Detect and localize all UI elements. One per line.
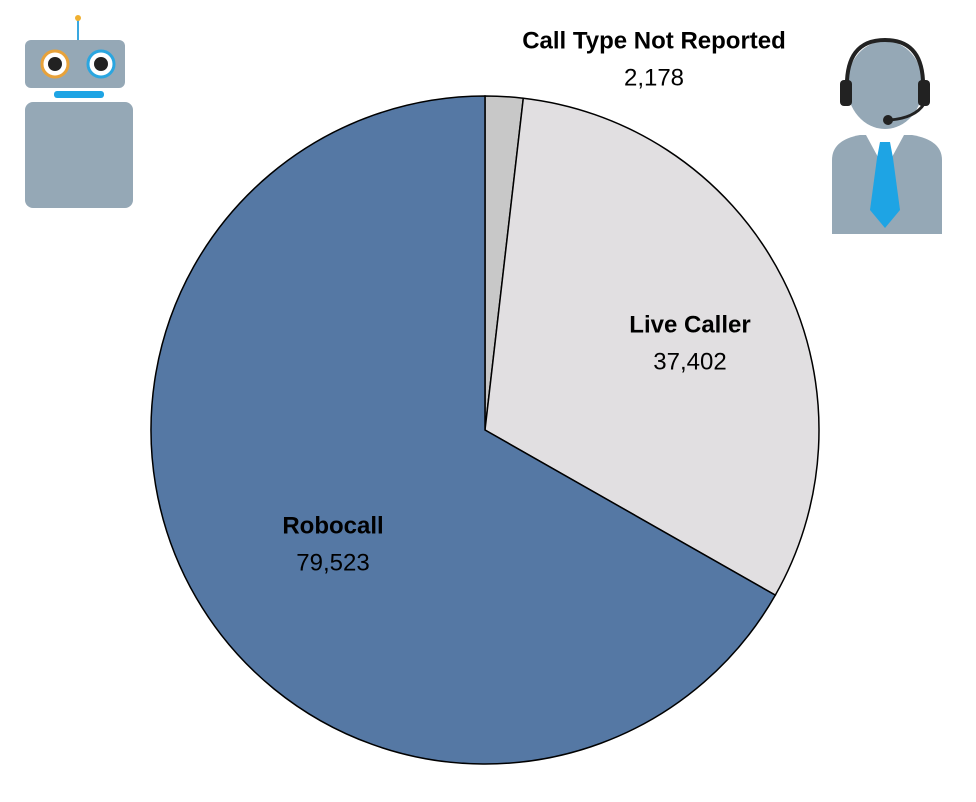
agent-icon [832,37,942,234]
slice-label: Live Caller [629,311,750,338]
slice-label: Call Type Not Reported [522,27,786,54]
slice-value: 79,523 [296,549,369,576]
pie-slice [150,95,777,765]
slice-value: 37,402 [653,348,726,375]
robot-icon [25,15,133,208]
slice-label: Robocall [282,512,383,539]
pie-slice [484,97,820,597]
slice-value: 2,178 [624,64,684,91]
